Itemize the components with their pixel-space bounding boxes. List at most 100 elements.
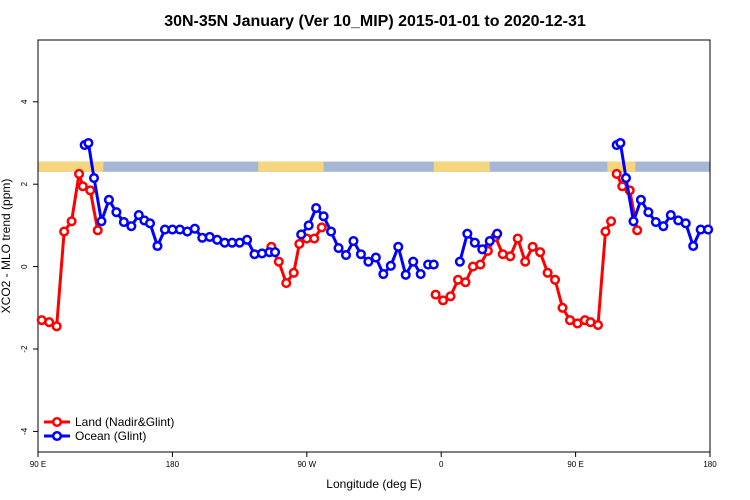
data-point [288, 267, 299, 278]
data-point [477, 244, 488, 255]
data-point [92, 225, 103, 236]
data-point [542, 267, 553, 278]
land-band-segment [433, 161, 490, 172]
data-point [535, 247, 546, 258]
data-point [59, 226, 70, 237]
data-point [550, 274, 561, 285]
data-point [592, 320, 604, 331]
data-point [512, 233, 523, 244]
data-point [615, 137, 626, 149]
legend: Land (Nadir&Glint)Ocean (Glint) [44, 415, 174, 443]
y-tick-label: 4 [20, 99, 29, 104]
data-point [333, 243, 344, 254]
data-point [340, 250, 352, 261]
data-point [363, 256, 374, 267]
data-point [475, 259, 486, 270]
land-band-segment [258, 161, 324, 172]
data-point [83, 137, 94, 149]
data-point [189, 223, 200, 234]
data-point [620, 172, 632, 184]
ocean-band [38, 161, 710, 172]
data-point [635, 194, 646, 205]
data-point [294, 238, 305, 249]
data-point [628, 216, 639, 227]
data-point [378, 268, 389, 280]
data-point [74, 168, 85, 179]
data-point [611, 168, 622, 179]
data-point [111, 207, 122, 218]
data-point [703, 224, 714, 235]
data-point [152, 240, 163, 252]
data-point [460, 277, 471, 288]
data-point [103, 194, 114, 205]
data-point [311, 203, 322, 214]
data-point [606, 216, 617, 227]
data-point [400, 269, 411, 280]
data-point [126, 221, 137, 232]
data-point [355, 249, 366, 260]
legend-label: Land (Nadir&Glint) [75, 415, 174, 429]
x-tick-label: 180 [166, 460, 180, 469]
data-point [316, 222, 327, 233]
data-point [445, 291, 456, 302]
data-point [520, 256, 531, 267]
data-point [484, 236, 495, 247]
x-axis-label: Longitude (deg E) [326, 477, 421, 491]
data-point [665, 210, 676, 221]
data-point [326, 226, 337, 237]
series-ocean [79, 137, 714, 280]
y-tick-label: 2 [20, 181, 29, 186]
data-point [688, 240, 699, 252]
data-point [348, 236, 359, 247]
data-point [96, 216, 107, 227]
data-point [242, 234, 253, 245]
data-point [527, 241, 538, 252]
data-point [600, 226, 611, 237]
data-point [270, 247, 281, 258]
y-axis-label: XCO2 - MLO trend (ppm) [0, 179, 13, 314]
y-tick-label: 0 [20, 264, 29, 269]
data-point [281, 278, 292, 289]
data-point [430, 289, 441, 300]
x-tick-label: 180 [703, 460, 717, 469]
legend-label: Ocean (Glint) [75, 429, 146, 443]
data-point [438, 295, 449, 306]
data-point [643, 207, 654, 218]
data-point [505, 251, 516, 262]
x-tick-label: 90 E [567, 460, 583, 469]
legend-marker [51, 416, 63, 428]
data-point [118, 217, 129, 228]
data-point [462, 228, 473, 239]
data-point [415, 268, 426, 280]
land-band-segment [607, 161, 636, 172]
data-point [408, 256, 419, 267]
data-point [680, 218, 691, 229]
data-point [51, 321, 62, 332]
x-tick-label: 0 [439, 460, 444, 469]
data-point [557, 302, 568, 313]
series-line [41, 172, 100, 328]
data-point [66, 216, 77, 227]
chart-title: 30N-35N January (Ver 10_MIP) 2015-01-01 … [164, 13, 586, 30]
data-point [296, 229, 307, 240]
data-point [303, 220, 314, 231]
land-ocean-band [38, 161, 710, 172]
x-axis: 90 E 180 90 W 0 90 E 180 [30, 452, 717, 469]
data-point [85, 185, 96, 196]
land-band-segment [38, 161, 104, 172]
legend-marker [51, 430, 63, 442]
plot-frame [37, 39, 711, 453]
data-point [650, 217, 661, 228]
series-land [36, 168, 643, 332]
y-tick-label: -2 [20, 345, 29, 353]
data-point [469, 237, 480, 248]
y-axis: -4 -2 0 2 4 [20, 99, 38, 435]
data-point [44, 317, 55, 328]
data-point [133, 210, 144, 221]
data-point [393, 241, 404, 252]
series-layer [36, 137, 714, 332]
series-line [434, 220, 613, 327]
x-tick-label: 90 W [297, 460, 316, 469]
y-tick-label: -4 [20, 427, 29, 435]
